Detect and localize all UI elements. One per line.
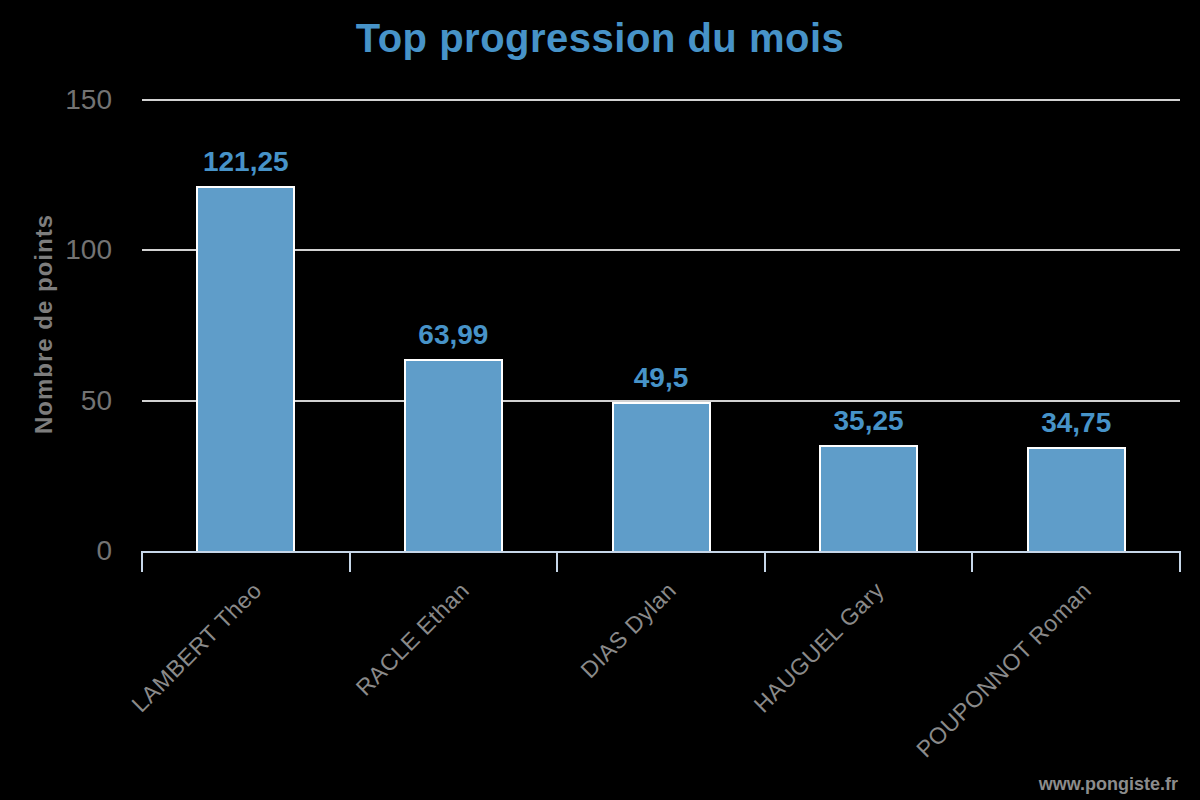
bar-value-label: 63,99 [343, 319, 563, 351]
x-axis-line [141, 551, 1181, 553]
bar-value-label: 34,75 [966, 407, 1186, 439]
x-axis-tick [971, 551, 973, 572]
y-tick-label: 100 [0, 232, 112, 268]
x-category-label: RACLE Ethan [350, 577, 474, 701]
gridline [142, 249, 1180, 251]
x-category-label: POUPONNOT Roman [911, 577, 1097, 763]
x-category-label: HAUGUEL Gary [749, 577, 890, 718]
bar [1027, 447, 1126, 551]
bar-value-label: 35,25 [759, 405, 979, 437]
bar [819, 445, 918, 551]
gridline [142, 99, 1180, 101]
x-axis-tick [141, 551, 143, 572]
x-category-label: DIAS Dylan [575, 577, 682, 684]
y-tick-label: 150 [0, 82, 112, 118]
bar-value-label: 121,25 [136, 146, 356, 178]
x-axis-tick [1179, 551, 1181, 572]
y-tick-label: 0 [0, 533, 112, 569]
chart-canvas: Top progression du mois Nombre de points… [0, 0, 1200, 800]
bar [196, 186, 295, 551]
x-axis-tick [556, 551, 558, 572]
x-axis-tick [764, 551, 766, 572]
bar [404, 359, 503, 551]
x-category-label: LAMBERT Theo [126, 577, 267, 718]
plot-area: 0 50 100 150 121,25 LAMBERT Theo 63,99 RACLE Et… [0, 0, 1200, 800]
bar-value-label: 49,5 [551, 362, 771, 394]
bar [612, 402, 711, 551]
x-axis-tick [349, 551, 351, 572]
watermark: www.pongiste.fr [1039, 774, 1178, 795]
y-tick-label: 50 [0, 383, 112, 419]
